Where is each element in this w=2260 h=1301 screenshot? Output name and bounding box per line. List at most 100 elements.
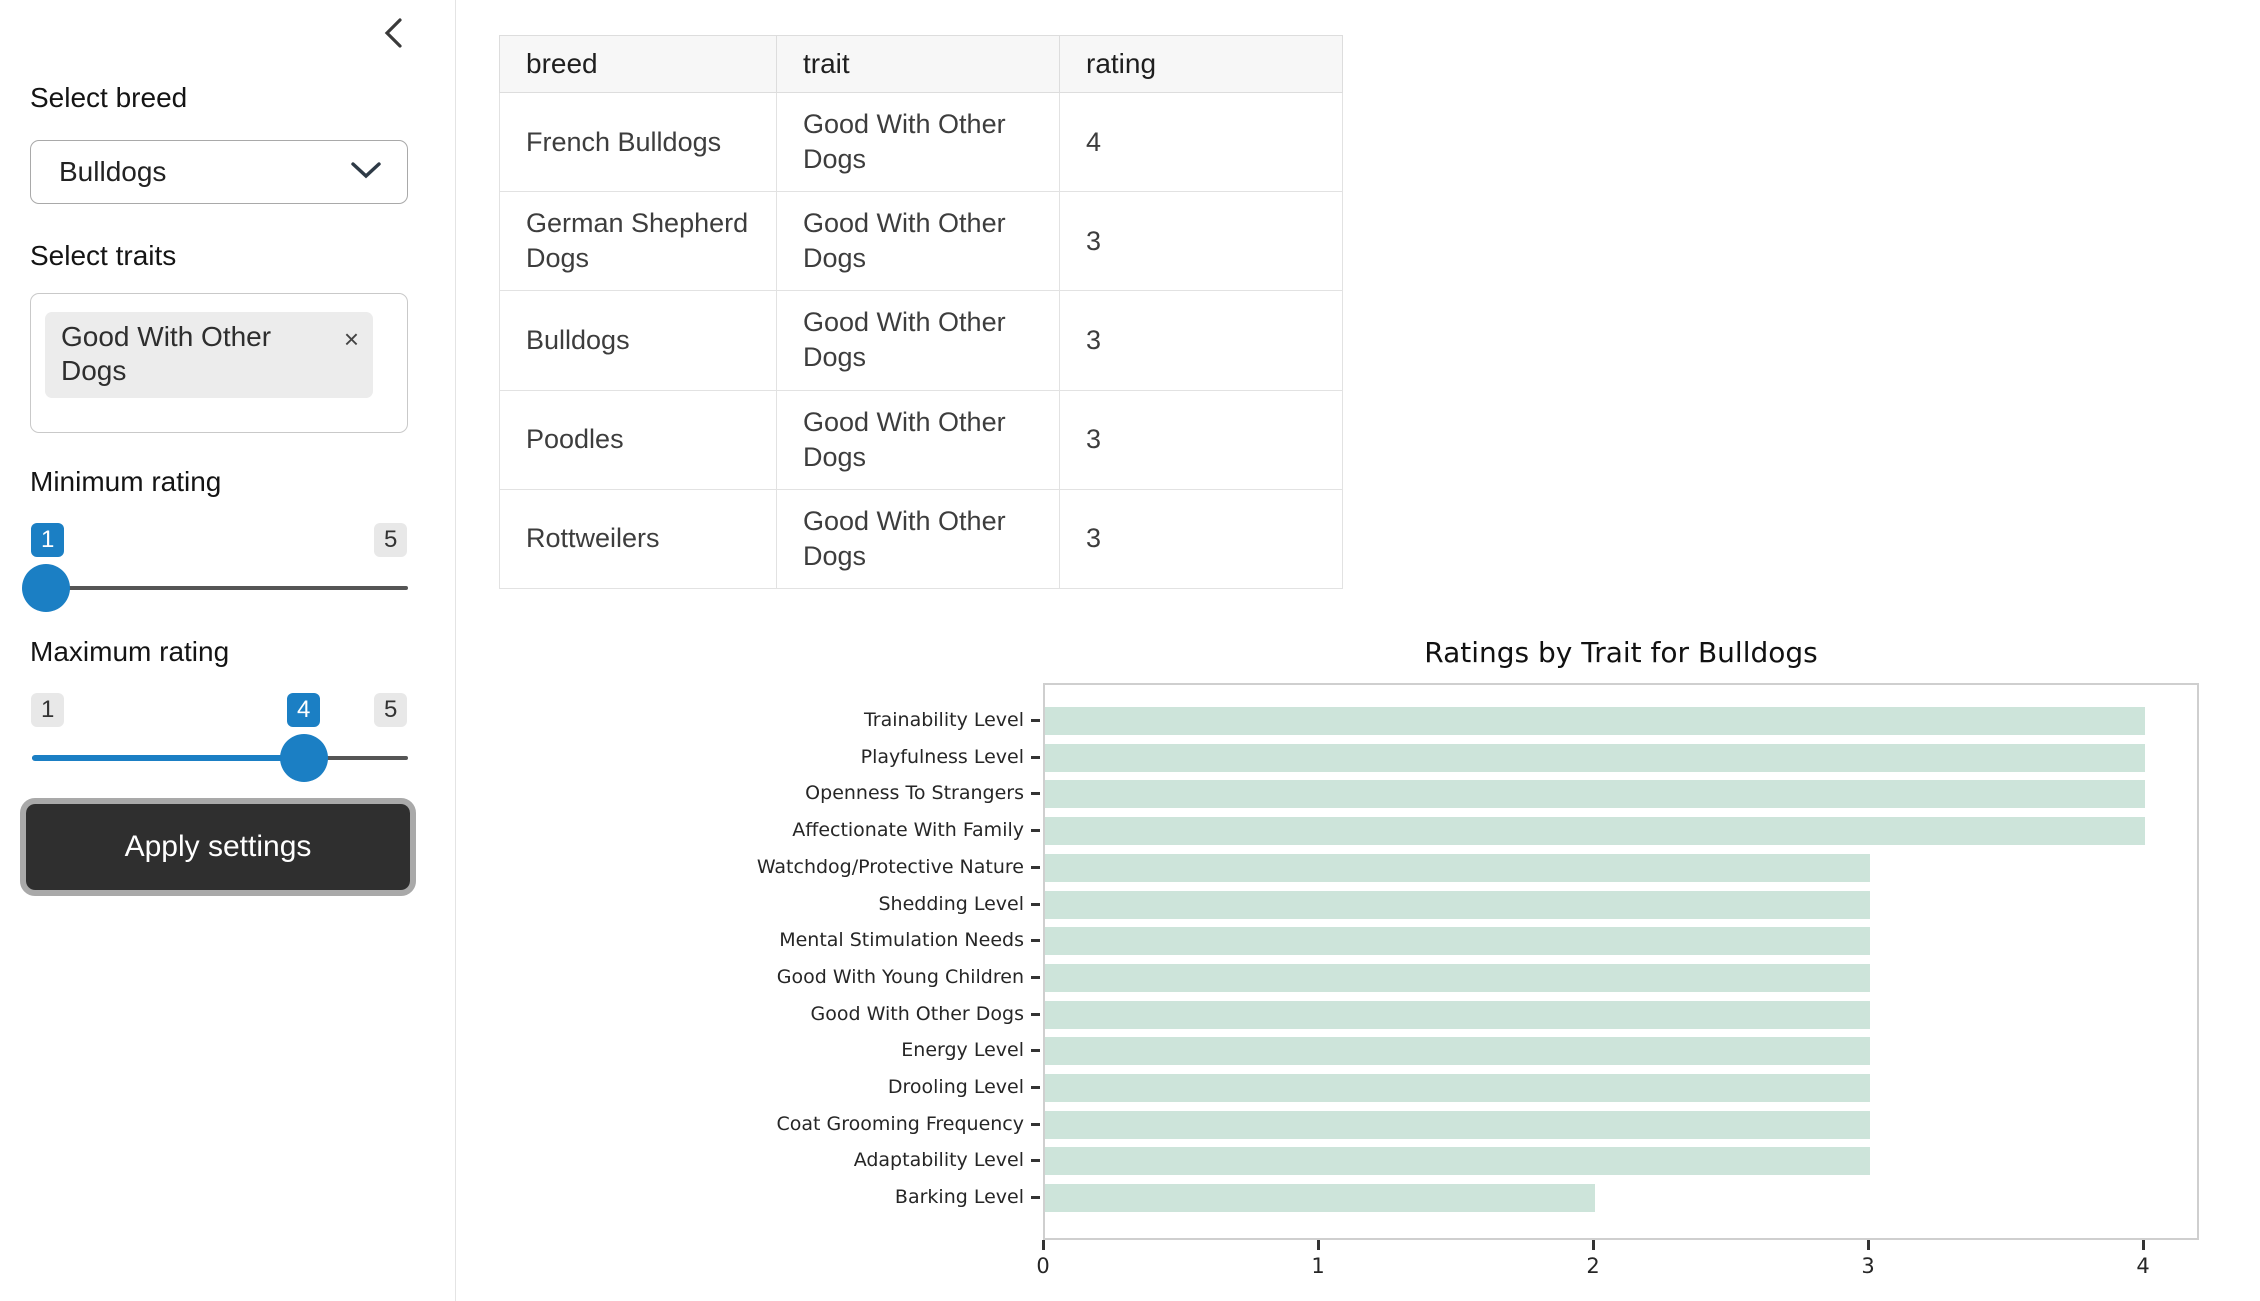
- chart-bar: [1045, 743, 2145, 772]
- y-axis-label: Shedding Level: [878, 892, 1025, 915]
- y-axis-tick: [1031, 792, 1040, 796]
- min-rating-slider-track[interactable]: [32, 586, 408, 590]
- rating-cell: 3: [1059, 389, 1343, 490]
- breed-cell: Bulldogs: [499, 290, 777, 391]
- chevron-left-icon: [379, 16, 409, 53]
- select-breed-label: Select breed: [30, 82, 188, 113]
- breed-cell: French Bulldogs: [499, 91, 777, 193]
- x-axis-tick: [1592, 1240, 1595, 1250]
- chart-plot-area: [1043, 683, 2199, 1240]
- table-row: Rottweilers Good With Other Dogs 3: [499, 488, 1343, 589]
- trait-cell: Good With Other Dogs: [776, 488, 1060, 589]
- y-axis-tick: [1031, 1196, 1040, 1200]
- y-axis-label: Playfulness Level: [860, 745, 1024, 768]
- y-axis-tick: [1031, 1012, 1040, 1016]
- y-axis-label: Coat Grooming Frequency: [776, 1112, 1024, 1135]
- apply-settings-button-ring: Apply settings: [20, 798, 416, 896]
- breed-cell: German Shepherd Dogs: [499, 191, 777, 292]
- y-axis-label: Watchdog/Protective Nature: [756, 855, 1024, 878]
- y-axis-tick: [1031, 829, 1040, 833]
- chart-bar: [1045, 1000, 1870, 1029]
- breed-select-value: Bulldogs: [59, 156, 167, 187]
- rating-cell: 3: [1059, 191, 1343, 292]
- y-axis-label: Drooling Level: [887, 1076, 1024, 1098]
- x-axis-tick-label: 2: [1586, 1254, 1600, 1278]
- y-axis-label: Affectionate With Family: [792, 819, 1024, 842]
- x-axis-tick-label: 4: [2136, 1254, 2150, 1278]
- minimum-rating-label: Minimum rating: [30, 466, 222, 497]
- chart-bar: [1045, 1074, 1870, 1102]
- y-axis-tick: [1031, 865, 1040, 869]
- max-slider-max-badge: 5: [374, 693, 408, 727]
- remove-tag-icon[interactable]: ×: [343, 324, 359, 354]
- results-table-body: French Bulldogs Good With Other Dogs 4 G…: [499, 91, 1343, 589]
- rating-cell: 3: [1059, 488, 1343, 589]
- max-slider-value-badge: 4: [287, 693, 321, 727]
- min-slider-max-badge: 5: [374, 523, 408, 557]
- y-axis-tick: [1031, 1159, 1040, 1163]
- x-axis-tick: [1317, 1240, 1320, 1250]
- chart-bar: [1045, 1147, 1870, 1176]
- trait-cell: Good With Other Dogs: [776, 389, 1060, 490]
- column-header-breed: breed: [499, 35, 777, 93]
- min-slider-value-badge: 1: [31, 523, 65, 557]
- trait-cell: Good With Other Dogs: [776, 290, 1060, 391]
- y-axis-tick: [1031, 902, 1040, 906]
- table-row: Bulldogs Good With Other Dogs 3: [499, 290, 1343, 391]
- chart-bar: [1045, 817, 2145, 846]
- select-traits-label: Select traits: [30, 240, 177, 271]
- y-axis-label: Good With Young Children: [776, 965, 1024, 988]
- y-axis-label: Openness To Strangers: [805, 782, 1024, 805]
- apply-settings-button[interactable]: Apply settings: [26, 804, 410, 890]
- chart-x-axis: 0 1 2 3 4: [1036, 1238, 2243, 1298]
- chart-bar: [1045, 963, 1870, 992]
- chart-title: Ratings by Trait for Bulldogs: [1424, 636, 1818, 669]
- y-axis-tick: [1031, 939, 1040, 943]
- x-axis-tick-label: 3: [1861, 1254, 1875, 1278]
- x-axis-tick-label: 0: [1036, 1254, 1050, 1278]
- chart-bar: [1045, 1037, 1870, 1066]
- y-axis-tick: [1031, 1049, 1040, 1053]
- x-axis-tick: [1867, 1240, 1870, 1250]
- table-row: German Shepherd Dogs Good With Other Dog…: [499, 191, 1343, 292]
- chart-y-axis-labels: Trainability Level Playfulness Level Openn…: [700, 683, 1024, 1240]
- y-axis-label: Good With Other Dogs: [810, 1002, 1024, 1025]
- table-row: Poodles Good With Other Dogs 3: [499, 389, 1343, 490]
- max-rating-slider-thumb[interactable]: [280, 734, 328, 782]
- column-header-rating: rating: [1059, 35, 1343, 93]
- y-axis-label: Energy Level: [901, 1039, 1024, 1062]
- trait-tag-label: Good With Other Dogs: [61, 321, 272, 387]
- max-rating-slider-fill: [32, 755, 304, 761]
- rating-cell: 3: [1059, 290, 1343, 391]
- y-axis-label: Adaptability Level: [853, 1149, 1024, 1172]
- max-slider-min-badge: 1: [31, 693, 65, 727]
- chart-bar: [1045, 1184, 1595, 1213]
- y-axis-tick: [1031, 975, 1040, 979]
- sidebar: Select breed Bulldogs Select traits Good…: [0, 0, 456, 1301]
- min-rating-slider-thumb[interactable]: [22, 564, 70, 612]
- x-axis-tick: [2142, 1240, 2145, 1250]
- maximum-rating-label: Maximum rating: [30, 636, 230, 667]
- chart-bar: [1045, 927, 1870, 956]
- y-axis-label: Trainability Level: [863, 709, 1024, 731]
- y-axis-tick: [1031, 1122, 1040, 1126]
- column-header-trait: trait: [776, 35, 1060, 93]
- breed-cell: Rottweilers: [499, 488, 777, 589]
- sidebar-collapse-button[interactable]: [372, 12, 416, 56]
- trait-cell: Good With Other Dogs: [776, 91, 1060, 193]
- y-axis-tick: [1031, 719, 1040, 722]
- y-axis-label: Barking Level: [894, 1186, 1024, 1209]
- chart-bar: [1045, 1110, 1870, 1139]
- table-row: French Bulldogs Good With Other Dogs 4: [499, 91, 1343, 193]
- breed-select[interactable]: Bulldogs: [30, 140, 408, 204]
- chart-bar: [1045, 890, 1870, 919]
- y-axis-tick: [1031, 755, 1040, 759]
- traits-multiselect[interactable]: Good With Other Dogs ×: [30, 293, 408, 433]
- table-header-row: breed trait rating: [499, 35, 1343, 93]
- x-axis-tick-label: 1: [1311, 1254, 1325, 1278]
- trait-tag: Good With Other Dogs ×: [45, 312, 373, 399]
- chevron-down-icon: [349, 160, 383, 185]
- trait-cell: Good With Other Dogs: [776, 191, 1060, 292]
- x-axis-tick: [1042, 1240, 1045, 1250]
